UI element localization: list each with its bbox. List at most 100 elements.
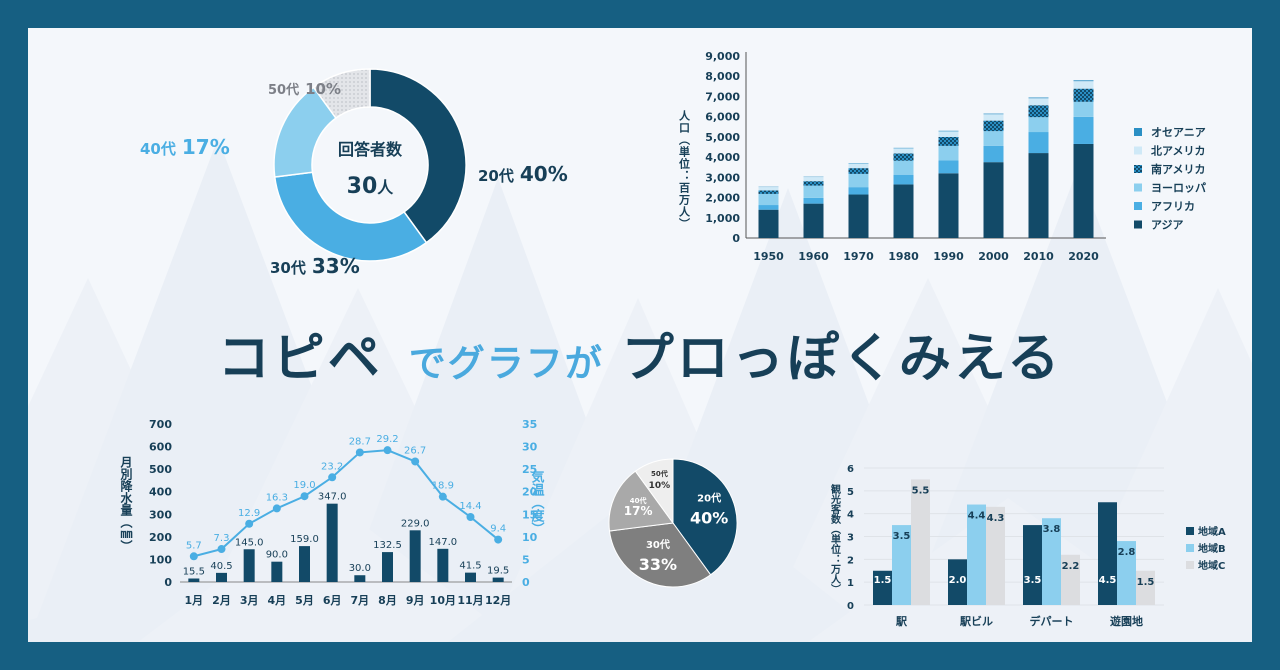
tourism-legend-swatch	[1186, 561, 1194, 569]
donut-chart: 20代 40% 30代 33% 40代 17% 50代 10% 回答者数 30人	[140, 68, 568, 278]
climate-bar-label: 30.0	[349, 563, 371, 574]
headline: コピペ でグラフが プロっぽくみえる	[28, 316, 1252, 391]
tourism-x-tick: デパート	[1030, 614, 1074, 628]
tourism-bar	[1042, 518, 1061, 605]
population-legend-label: 南アメリカ	[1151, 162, 1205, 176]
population-x-tick: 1960	[798, 250, 829, 263]
population-stacked-bar-chart: 0 1,000 2,000 3,000 4,000 5,000 6,000 7,000 8,00…	[678, 50, 1207, 263]
population-bar-segment	[1028, 105, 1049, 118]
climate-bar	[437, 548, 449, 582]
climate-temperature-label: 7.3	[214, 533, 230, 544]
climate-temperature-point	[272, 504, 281, 513]
tourism-bar	[1023, 525, 1042, 605]
population-bar-segment	[893, 148, 914, 154]
population-bar-segment	[983, 145, 1004, 163]
donut-slice-name: 30代	[270, 259, 306, 277]
climate-y-right-tick: 0	[522, 576, 530, 589]
tourism-legend-swatch	[1186, 544, 1194, 552]
population-bar-segment	[758, 190, 779, 194]
climate-temperature-point	[494, 535, 503, 544]
climate-bar-label: 41.5	[459, 561, 481, 572]
population-bar-segment	[938, 145, 959, 161]
population-bar-segment	[803, 181, 824, 186]
tourism-bar	[948, 559, 967, 605]
gray-pie-slice	[608, 470, 674, 532]
tourism-x-tick: 駅ビル	[959, 614, 993, 628]
climate-temperature-label: 12.9	[238, 508, 260, 519]
donut-slice-label: 50代 10%	[268, 80, 341, 98]
population-y-tick: 1,000	[705, 212, 740, 225]
population-bar-segment	[1028, 97, 1049, 99]
population-x-tick: 2010	[1023, 250, 1054, 263]
donut-slice-name: 40代	[140, 140, 176, 158]
population-bar-segment	[758, 209, 779, 238]
climate-bar	[465, 572, 476, 582]
climate-bar	[243, 549, 255, 582]
climate-bar-label: 90.0	[266, 550, 288, 561]
population-legend-label: ヨーロッパ	[1151, 182, 1206, 195]
donut-slice	[369, 68, 467, 244]
climate-y-left-tick: 500	[149, 463, 172, 476]
population-bar-segment	[1073, 116, 1094, 144]
population-legend-label: アフリカ	[1151, 200, 1195, 213]
donut-slice-label: 30代 33%	[270, 254, 360, 278]
population-bar-segment	[758, 193, 779, 206]
population-y-tick: 3,000	[705, 171, 740, 184]
climate-temperature-point	[438, 492, 447, 501]
climate-x-tick: 4月	[268, 594, 287, 607]
climate-bar-label: 40.5	[210, 561, 232, 572]
climate-y-right-tick: 20	[522, 486, 538, 499]
tourism-bar-label: 4.5	[1099, 575, 1117, 586]
climate-bar	[409, 530, 421, 582]
gray-pie-slice-value: 40%	[690, 508, 728, 527]
tourism-bar-label: 2.8	[1118, 547, 1136, 558]
population-bar-segment	[803, 203, 824, 238]
population-bar-segment	[1073, 81, 1094, 89]
tourism-bar	[873, 570, 892, 605]
donut-center-label: 回答者数	[338, 140, 403, 159]
climate-bar	[299, 546, 310, 582]
population-y-tick: 6,000	[705, 111, 740, 124]
population-x-tick: 2000	[978, 250, 1009, 263]
climate-x-tick: 9月	[406, 594, 425, 607]
climate-y-right-label: 気温（度）	[529, 469, 546, 535]
climate-x-tick: 12月	[485, 594, 511, 607]
tourism-bar	[967, 504, 986, 605]
climate-temperature-label: 16.3	[266, 492, 288, 503]
donut-slice	[273, 171, 428, 262]
tourism-y-tick: 1	[847, 578, 854, 589]
climate-y-right-tick: 5	[522, 553, 530, 566]
climate-temperature-point	[217, 545, 226, 554]
climate-temperature-label: 19.0	[293, 480, 315, 491]
population-x-tick: 2020	[1068, 250, 1099, 263]
gray-pie-slice	[608, 522, 712, 588]
climate-temperature-line	[193, 449, 499, 558]
tourism-y-tick: 2	[847, 555, 854, 566]
climate-x-tick: 8月	[378, 594, 397, 607]
population-x-tick: 1980	[888, 250, 919, 263]
climate-bar-label: 15.5	[183, 567, 205, 578]
population-legend-label: アジア	[1151, 219, 1184, 232]
climate-combo-chart: 0 100 200 300 400 500 600 700 0 5 10 15 20 25 30 35 月別降水…	[119, 418, 546, 607]
population-bar-segment	[893, 160, 914, 175]
gray-pie-slice-name: 20代	[697, 491, 721, 504]
tourism-y-tick: 6	[847, 464, 854, 475]
population-bar-segment	[1028, 117, 1049, 133]
population-bar-segment	[1073, 88, 1094, 102]
population-bar-segment	[758, 205, 779, 210]
population-bar-segment	[803, 177, 824, 182]
climate-y-left-tick: 700	[149, 418, 172, 431]
tourism-bar	[1136, 570, 1155, 605]
donut-slice-name: 20代	[478, 167, 514, 185]
donut-slice-value: 33%	[312, 254, 360, 278]
population-bar-segment	[848, 187, 869, 195]
climate-bar	[354, 575, 366, 582]
donut-center-value: 30人	[347, 174, 395, 199]
tourism-bar-label: 3.8	[1043, 524, 1061, 535]
population-y-label: 人口（単位：百万人）	[678, 109, 692, 230]
population-legend-swatch	[1134, 202, 1142, 210]
population-y-tick: 0	[732, 232, 740, 245]
gray-pie-slice	[672, 458, 738, 576]
population-bar-segment	[938, 130, 959, 132]
climate-temperature-label: 29.2	[376, 434, 398, 445]
